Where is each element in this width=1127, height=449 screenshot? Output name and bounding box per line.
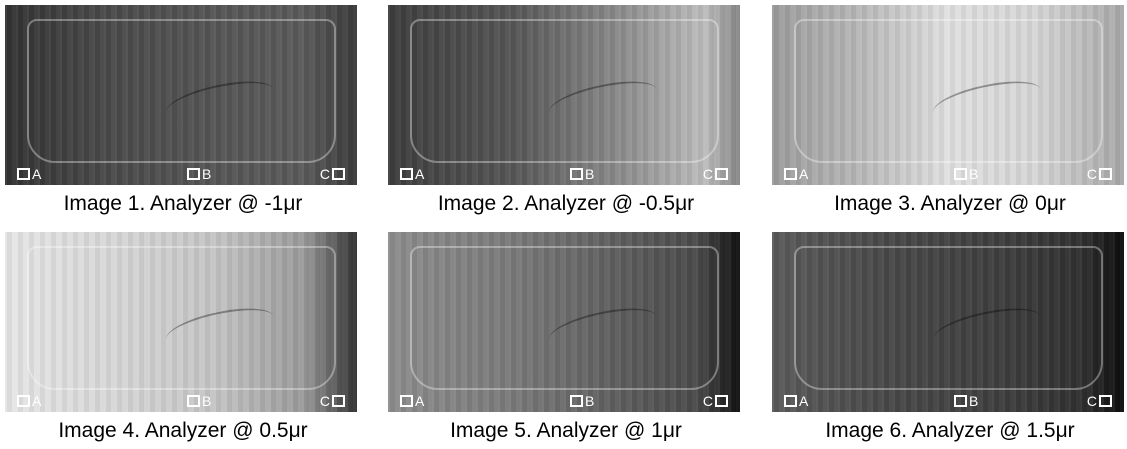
region-marker: C <box>703 166 728 182</box>
caption: Image 6. Analyzer @ 1.5μr <box>772 419 1127 443</box>
figure-panel: A B C Image 4. Analyzer @ 0.5μr <box>5 232 361 443</box>
region-marker: B <box>954 393 978 409</box>
region-marker: A <box>784 393 808 409</box>
region-label: A <box>799 166 808 182</box>
figure-panel: A B C Image 5. Analyzer @ 1μr <box>388 232 744 443</box>
marker-box <box>17 395 30 407</box>
region-label: C <box>320 393 330 409</box>
figure-panel: A B C Image 3. Analyzer @ 0μr <box>772 5 1127 216</box>
marker-box <box>715 168 728 180</box>
region-marker: C <box>320 166 345 182</box>
marker-box <box>715 395 728 407</box>
xray-image: A B C <box>388 232 740 412</box>
marker-box <box>1099 395 1112 407</box>
region-marker: B <box>187 393 211 409</box>
region-marker: B <box>570 166 594 182</box>
sample-outline <box>794 19 1103 163</box>
region-label: B <box>202 393 211 409</box>
region-label: B <box>585 393 594 409</box>
marker-box <box>954 168 967 180</box>
xray-image: A B C <box>772 232 1124 412</box>
region-label: C <box>703 393 713 409</box>
marker-box <box>187 395 200 407</box>
region-label: A <box>32 166 41 182</box>
figure-panel: A B C Image 2. Analyzer @ -0.5μr <box>388 5 744 216</box>
region-label: A <box>415 393 424 409</box>
figure-panel: A B C Image 6. Analyzer @ 1.5μr <box>772 232 1127 443</box>
region-label: A <box>32 393 41 409</box>
sample-outline <box>27 246 336 390</box>
region-marker: A <box>784 166 808 182</box>
xray-image: A B C <box>772 5 1124 185</box>
caption: Image 2. Analyzer @ -0.5μr <box>388 192 744 216</box>
caption: Image 3. Analyzer @ 0μr <box>772 192 1127 216</box>
marker-box <box>570 168 583 180</box>
sample-outline <box>27 19 336 163</box>
marker-box <box>954 395 967 407</box>
region-label: C <box>703 166 713 182</box>
region-label: C <box>1087 393 1097 409</box>
marker-box <box>784 395 797 407</box>
marker-box <box>400 395 413 407</box>
region-label: B <box>969 393 978 409</box>
xray-image: A B C <box>5 5 357 185</box>
marker-box <box>400 168 413 180</box>
region-marker: A <box>17 166 41 182</box>
region-label: A <box>799 393 808 409</box>
marker-box <box>1099 168 1112 180</box>
sample-outline <box>410 19 719 163</box>
region-label: A <box>415 166 424 182</box>
marker-box <box>570 395 583 407</box>
xray-image: A B C <box>5 232 357 412</box>
region-marker: A <box>400 393 424 409</box>
region-marker: A <box>17 393 41 409</box>
region-marker: A <box>400 166 424 182</box>
region-label: B <box>202 166 211 182</box>
region-label: C <box>320 166 330 182</box>
region-marker: C <box>703 393 728 409</box>
region-marker: C <box>320 393 345 409</box>
marker-box <box>187 168 200 180</box>
region-marker: B <box>954 166 978 182</box>
marker-box <box>784 168 797 180</box>
region-marker: C <box>1087 393 1112 409</box>
region-marker: C <box>1087 166 1112 182</box>
caption: Image 1. Analyzer @ -1μr <box>5 192 361 216</box>
region-label: B <box>585 166 594 182</box>
caption: Image 5. Analyzer @ 1μr <box>388 419 744 443</box>
region-marker: B <box>570 393 594 409</box>
caption: Image 4. Analyzer @ 0.5μr <box>5 419 361 443</box>
marker-box <box>17 168 30 180</box>
region-marker: B <box>187 166 211 182</box>
region-label: C <box>1087 166 1097 182</box>
sample-outline <box>410 246 719 390</box>
marker-box <box>332 395 345 407</box>
xray-image: A B C <box>388 5 740 185</box>
region-label: B <box>969 166 978 182</box>
figure-panel: A B C Image 1. Analyzer @ -1μr <box>5 5 361 216</box>
marker-box <box>332 168 345 180</box>
sample-outline <box>794 246 1103 390</box>
figure: A B C Image 1. Analyzer @ -1μr A B C Image 2. A… <box>0 0 1127 449</box>
